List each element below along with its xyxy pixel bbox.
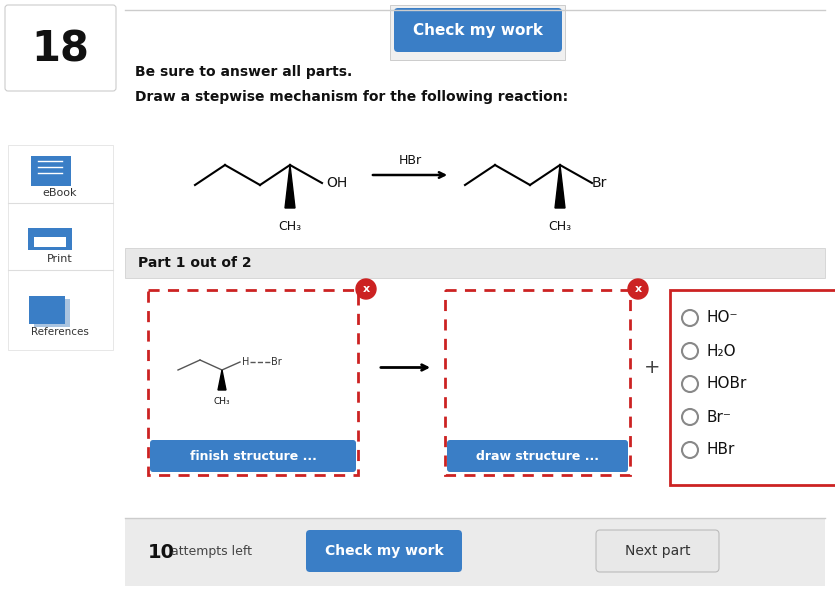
Text: Br: Br [592, 176, 607, 190]
Text: attempts left: attempts left [167, 545, 252, 558]
Text: Print: Print [47, 254, 73, 264]
Text: CH₃: CH₃ [214, 397, 230, 406]
Text: Br: Br [271, 357, 281, 367]
FancyBboxPatch shape [29, 296, 65, 324]
Text: x: x [362, 284, 370, 294]
Polygon shape [285, 165, 295, 208]
Text: x: x [635, 284, 641, 294]
FancyBboxPatch shape [394, 8, 562, 52]
Text: Check my work: Check my work [325, 544, 443, 558]
Text: draw structure ...: draw structure ... [476, 450, 599, 463]
FancyBboxPatch shape [31, 156, 71, 186]
Text: References: References [31, 327, 89, 337]
Text: H: H [242, 357, 250, 367]
Text: CH₃: CH₃ [549, 220, 572, 233]
Polygon shape [218, 370, 226, 390]
Text: 18: 18 [31, 29, 89, 71]
Text: Be sure to answer all parts.: Be sure to answer all parts. [135, 65, 352, 79]
Text: HO⁻: HO⁻ [706, 311, 737, 326]
FancyBboxPatch shape [5, 5, 116, 91]
Circle shape [682, 442, 698, 458]
Circle shape [682, 376, 698, 392]
Circle shape [682, 343, 698, 359]
Text: +: + [644, 358, 660, 377]
FancyBboxPatch shape [125, 248, 825, 278]
FancyBboxPatch shape [596, 530, 719, 572]
Text: Next part: Next part [625, 544, 691, 558]
FancyBboxPatch shape [150, 440, 356, 472]
FancyBboxPatch shape [390, 5, 565, 60]
Text: HBr: HBr [706, 443, 734, 457]
Circle shape [628, 279, 648, 299]
FancyBboxPatch shape [8, 145, 113, 350]
FancyBboxPatch shape [447, 440, 628, 472]
Text: HBr: HBr [398, 154, 422, 168]
FancyBboxPatch shape [670, 290, 835, 485]
Text: finish structure ...: finish structure ... [190, 450, 316, 463]
FancyBboxPatch shape [445, 290, 630, 475]
Circle shape [682, 409, 698, 425]
FancyBboxPatch shape [306, 530, 462, 572]
Text: CH₃: CH₃ [278, 220, 301, 233]
Text: Part 1 out of 2: Part 1 out of 2 [138, 256, 251, 270]
Polygon shape [555, 165, 565, 208]
Text: eBook: eBook [43, 188, 78, 198]
FancyBboxPatch shape [125, 518, 825, 586]
Text: Br⁻: Br⁻ [706, 409, 731, 425]
FancyBboxPatch shape [34, 299, 70, 327]
Circle shape [682, 310, 698, 326]
Text: HOBr: HOBr [706, 377, 746, 391]
Text: 10: 10 [148, 542, 175, 561]
Text: H₂O: H₂O [706, 343, 736, 359]
FancyBboxPatch shape [34, 237, 66, 247]
Text: Draw a stepwise mechanism for the following reaction:: Draw a stepwise mechanism for the follow… [135, 90, 568, 104]
Circle shape [356, 279, 376, 299]
FancyBboxPatch shape [148, 290, 358, 475]
Text: OH: OH [326, 176, 347, 190]
FancyBboxPatch shape [28, 228, 72, 250]
Text: Check my work: Check my work [413, 23, 543, 37]
